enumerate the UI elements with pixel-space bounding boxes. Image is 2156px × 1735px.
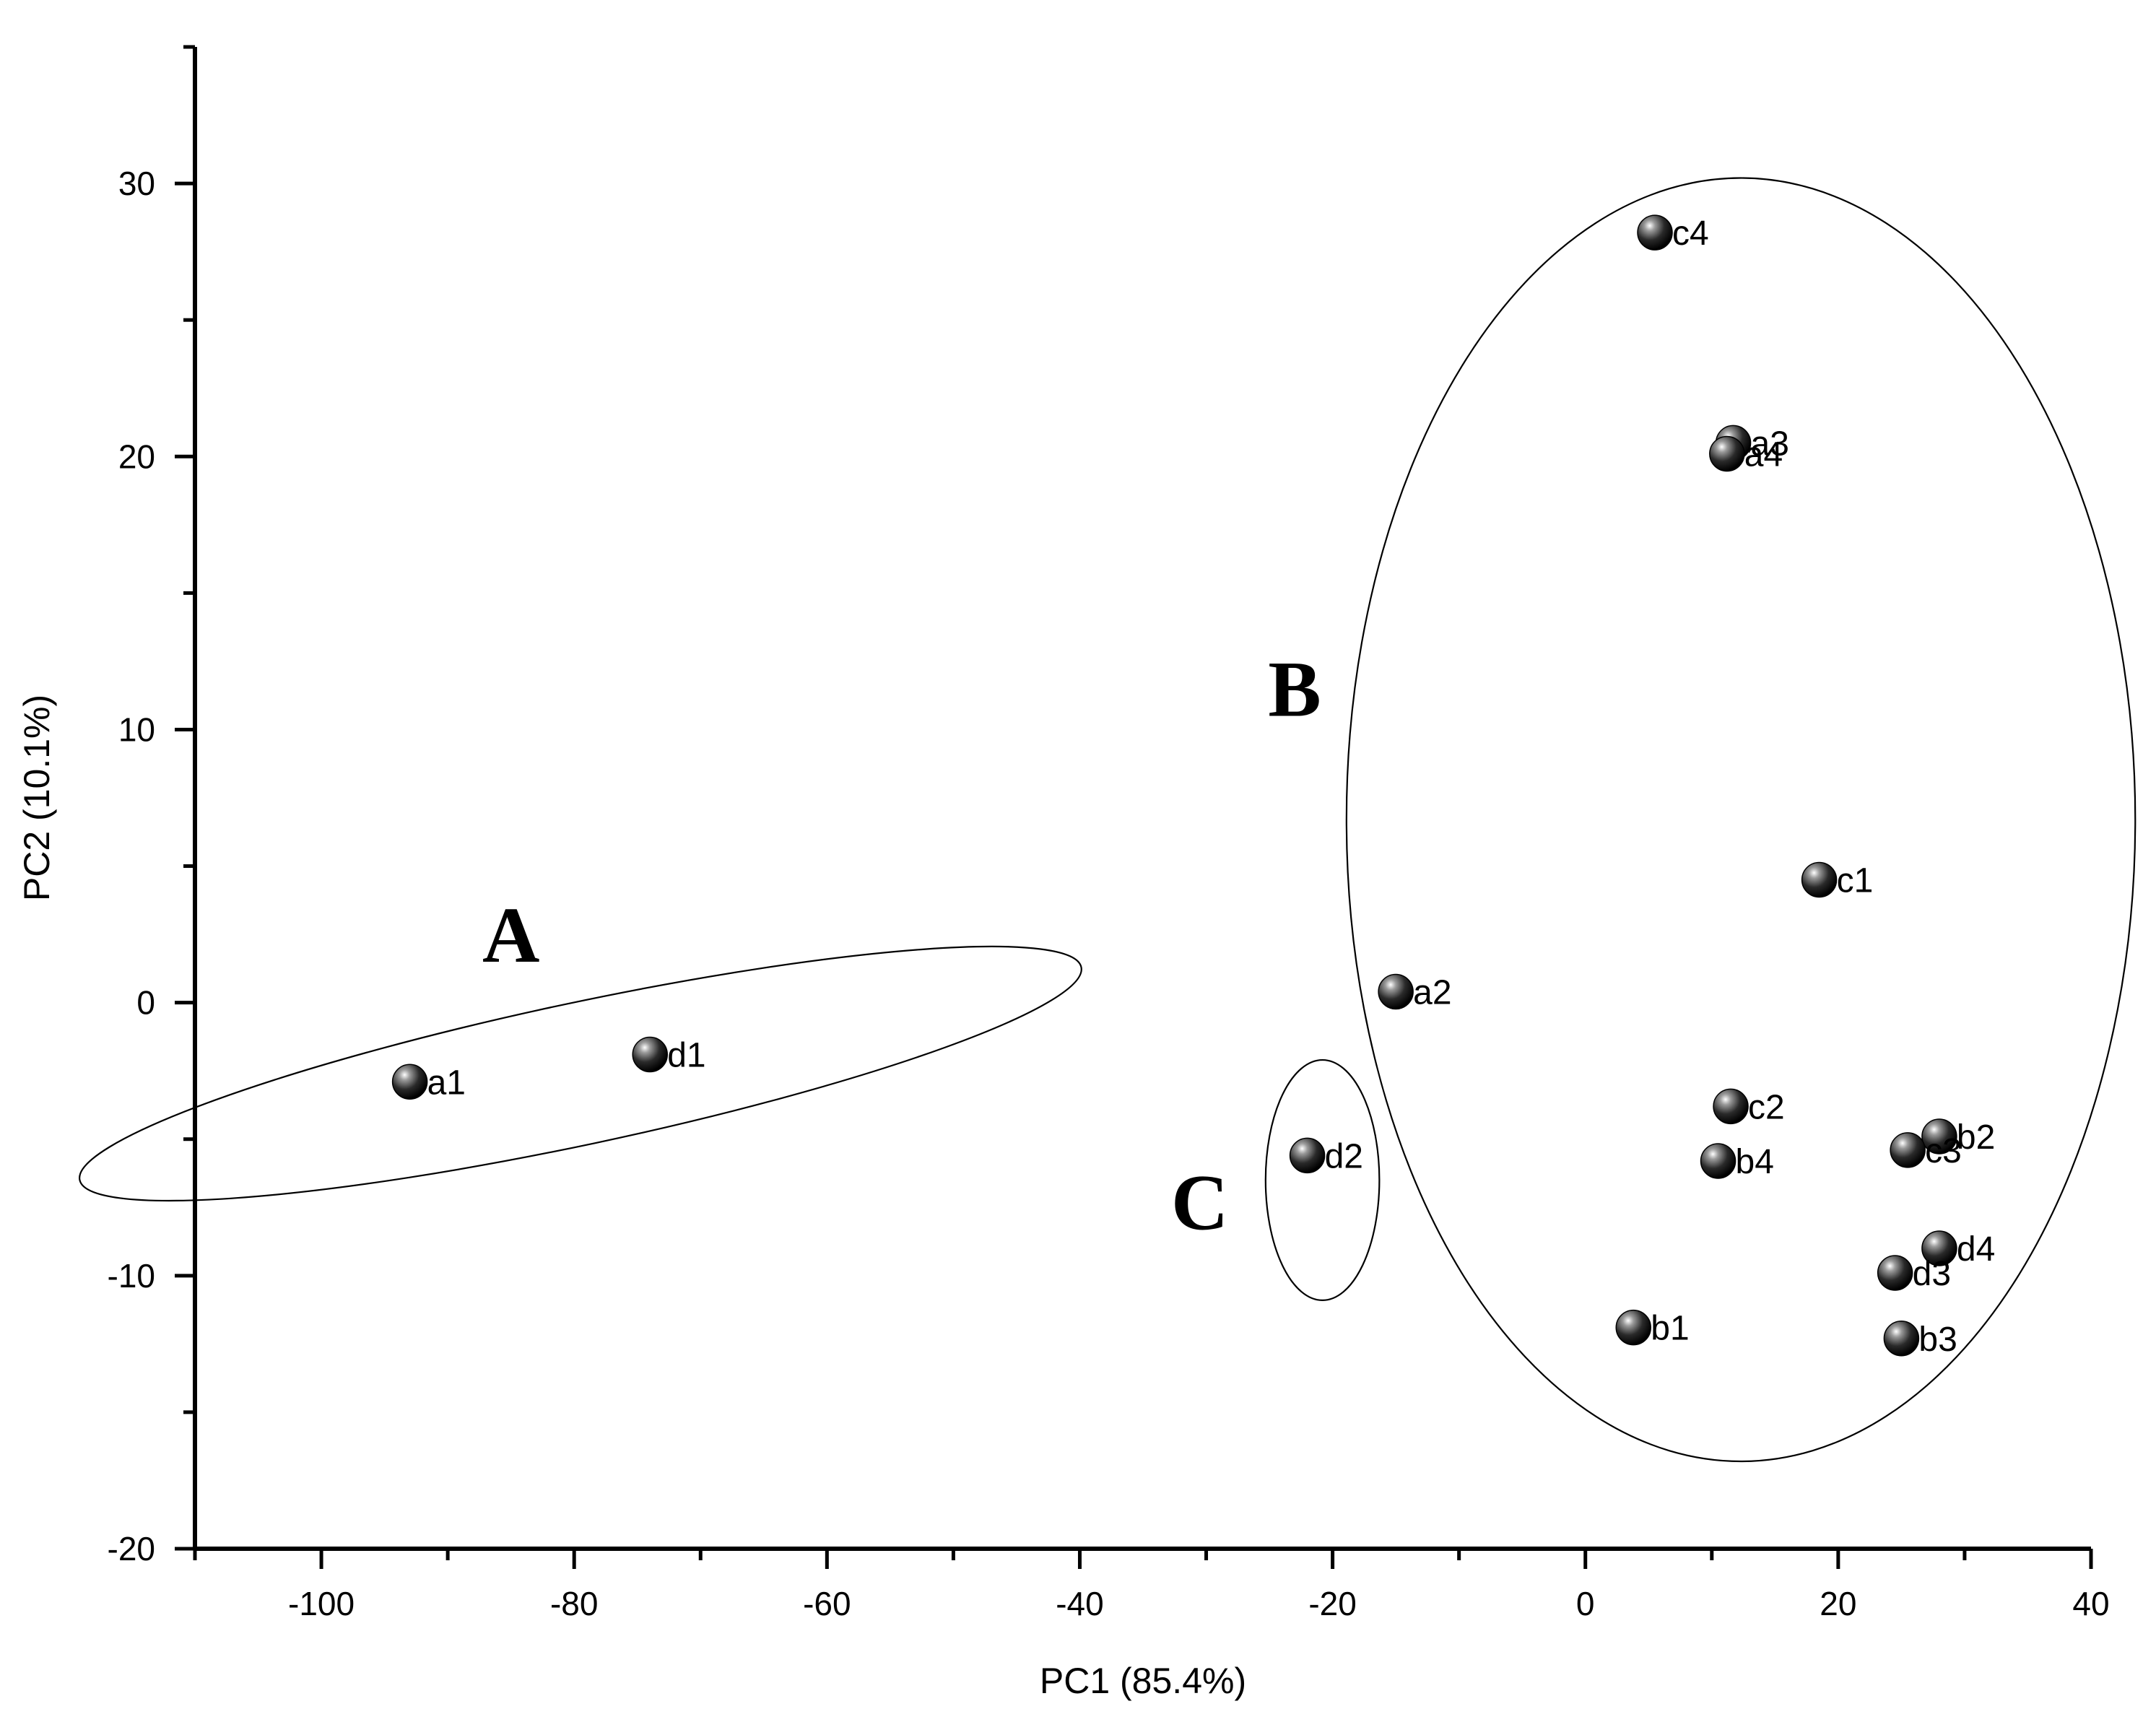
point-label-a1: a1: [427, 1064, 466, 1102]
data-point-b4: [1700, 1143, 1736, 1179]
point-label-c4: c4: [1672, 214, 1709, 253]
x-tick-label: -40: [1056, 1585, 1103, 1622]
point-label-b3: b3: [1918, 1321, 1957, 1359]
group-ellipse-a: [79, 945, 1082, 1202]
group-label-c: C: [1171, 1159, 1228, 1247]
point-label-c1: c1: [1837, 861, 1874, 900]
data-point-a1: [391, 1064, 428, 1100]
x-tick-label: 40: [2072, 1585, 2109, 1622]
point-label-d4: d4: [1957, 1230, 1995, 1269]
y-tick-label: -10: [108, 1257, 155, 1295]
axis-titles: PC1 (85.4%) PC2 (10.1%): [17, 695, 1246, 1701]
y-tick-label: 0: [136, 984, 155, 1022]
data-point-b2: [1921, 1118, 1957, 1155]
data-point-d4: [1921, 1230, 1957, 1266]
data-point-b1: [1615, 1309, 1652, 1346]
x-tick-label: -80: [550, 1585, 598, 1622]
data-point-d1: [632, 1036, 668, 1073]
data-point-d3: [1877, 1255, 1913, 1291]
group-label-b: B: [1268, 645, 1321, 734]
point-label-d1: d1: [667, 1036, 705, 1074]
x-tick-label: -20: [1308, 1585, 1356, 1622]
point-label-d3: d3: [1913, 1255, 1951, 1293]
point-label-c3: c3: [1925, 1132, 1962, 1170]
point-label-c2: c2: [1748, 1088, 1785, 1126]
group-ellipse-b: [1345, 177, 2137, 1463]
x-tick-label: -60: [803, 1585, 851, 1622]
group-label-a: A: [482, 891, 539, 979]
point-label-b4: b4: [1736, 1143, 1774, 1181]
group-ellipse-c: [1264, 1058, 1381, 1301]
y-tick-label: 10: [118, 710, 155, 748]
data-point-b3: [1883, 1321, 1920, 1357]
point-label-d2: d2: [1325, 1137, 1363, 1175]
point-label-a2: a2: [1413, 974, 1451, 1012]
y-tick-label: 20: [118, 438, 155, 475]
data-point-c1: [1801, 861, 1838, 898]
group-ellipses: A B C: [79, 177, 2137, 1463]
point-label-b1: b1: [1651, 1310, 1689, 1348]
data-point-d2: [1289, 1137, 1326, 1174]
y-tick-label: -20: [108, 1530, 155, 1567]
x-tick-label: 0: [1576, 1585, 1595, 1622]
data-point-c4: [1637, 214, 1673, 251]
point-label-b2: b2: [1957, 1118, 1995, 1157]
data-point-c2: [1713, 1088, 1749, 1125]
y-axis-title: PC2 (10.1%): [17, 695, 57, 901]
x-axis-title: PC1 (85.4%): [1040, 1661, 1246, 1701]
data-point-a4: [1709, 435, 1745, 472]
data-point-a2: [1378, 973, 1414, 1010]
data-point-c3: [1890, 1132, 1926, 1168]
x-tick-label: 20: [1820, 1585, 1856, 1622]
point-label-a3: a3: [1751, 425, 1789, 463]
y-tick-label: 30: [118, 165, 155, 202]
x-tick-label: -100: [288, 1585, 355, 1622]
point-label-a4: a4: [1744, 435, 1783, 474]
